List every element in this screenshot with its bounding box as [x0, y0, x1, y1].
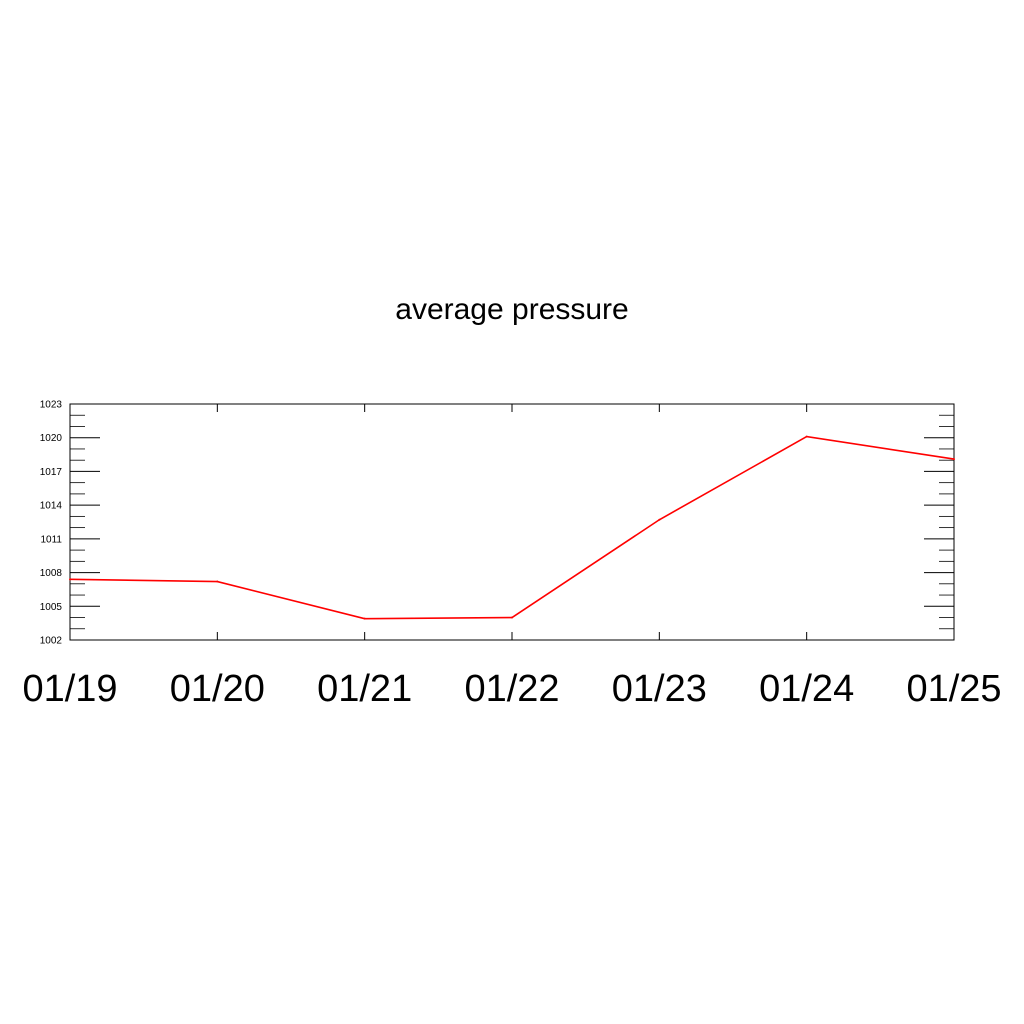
chart-title: average pressure — [395, 293, 628, 326]
data-point — [363, 617, 366, 620]
minor-ticks — [70, 414, 954, 630]
y-tick-label: 1014 — [40, 501, 63, 512]
data-point — [658, 518, 661, 521]
plot-frame — [69, 403, 955, 641]
x-tick-label: 01/24 — [759, 668, 854, 710]
y-tick-label: 1020 — [40, 433, 63, 444]
y-tick-label: 1005 — [40, 602, 63, 613]
x-tick-label: 01/22 — [464, 668, 559, 710]
x-tick-label: 01/20 — [170, 668, 265, 710]
major-ticks — [70, 404, 954, 640]
data-point — [511, 616, 513, 619]
x-tick-label: 01/23 — [612, 668, 707, 710]
y-tick-label: 1023 — [40, 400, 63, 411]
y-tick-label: 1002 — [40, 636, 63, 647]
y-tick-labels: 1002 1005 1008 1011 1014 1017 1020 1023 — [40, 400, 63, 647]
data-point — [805, 435, 808, 438]
x-tick-label: 01/19 — [22, 668, 117, 710]
data-point — [953, 458, 955, 461]
y-tick-label: 1011 — [40, 534, 62, 545]
x-tick-label: 01/21 — [317, 668, 412, 710]
data-point — [69, 578, 71, 581]
y-tick-label: 1008 — [40, 568, 63, 579]
series-line-pressure — [69, 435, 955, 620]
y-tick-label: 1017 — [40, 467, 63, 478]
x-tick-labels: 01/19 01/20 01/21 01/22 01/23 01/24 01/25 — [22, 668, 1001, 710]
data-points — [69, 435, 955, 620]
x-tick-label: 01/25 — [906, 668, 1001, 710]
data-point — [216, 580, 219, 583]
